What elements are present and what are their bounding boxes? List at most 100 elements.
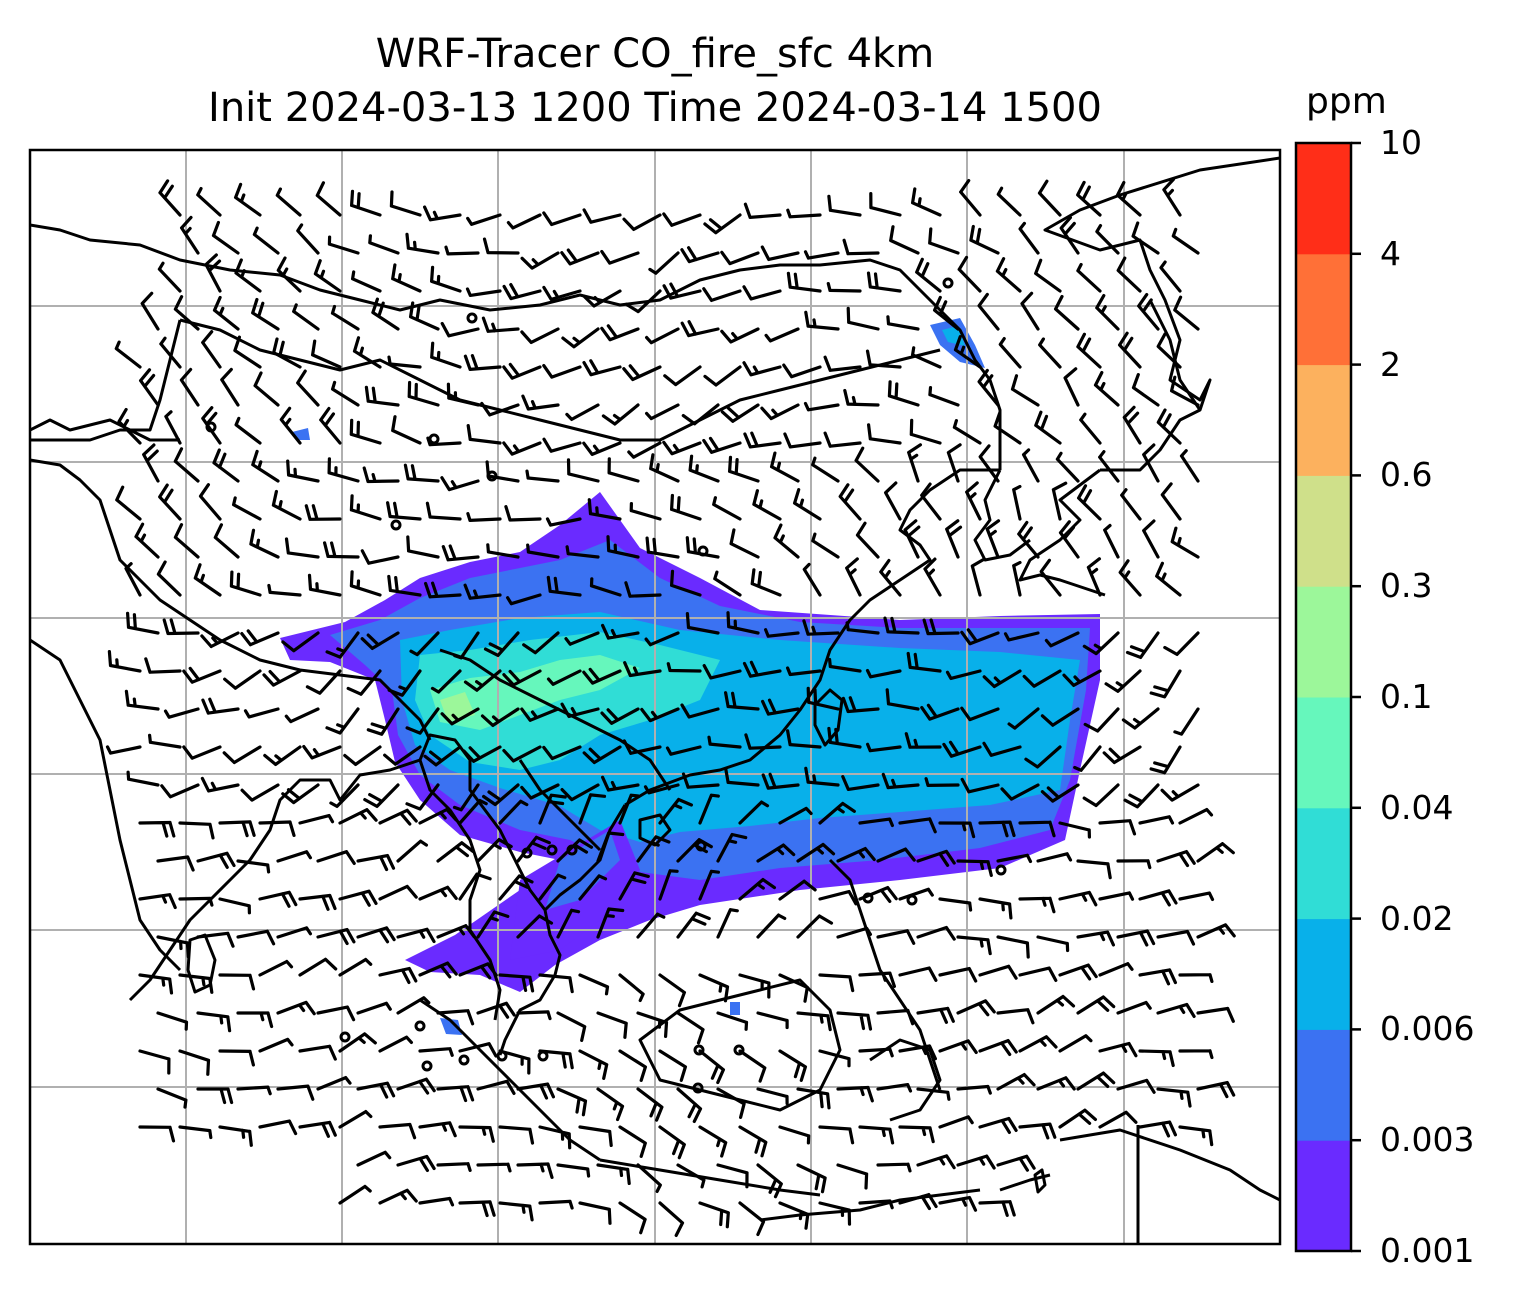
wind-barb <box>1103 523 1120 559</box>
wind-barb <box>1122 405 1142 445</box>
wind-barb <box>618 1125 647 1158</box>
wind-barb <box>643 783 680 795</box>
wind-barb <box>164 410 182 445</box>
wind-barb <box>276 256 302 293</box>
wind-barb <box>1076 332 1102 369</box>
wind-barb <box>601 775 640 792</box>
wind-barb <box>996 935 1030 959</box>
wind-barb <box>858 886 898 903</box>
wind-barb <box>236 929 276 946</box>
wind-barb <box>802 562 822 597</box>
wind-barb <box>685 612 720 635</box>
wind-barb <box>343 745 382 766</box>
wind-barb <box>782 363 822 379</box>
wind-barb <box>969 224 1000 255</box>
wind-barb <box>680 246 720 264</box>
wind-barb <box>636 912 666 939</box>
wind-barb <box>251 297 280 331</box>
wind-barb <box>405 783 440 811</box>
wind-barb <box>156 1087 188 1109</box>
wind-barb <box>761 772 800 790</box>
wind-barb <box>627 441 662 459</box>
wind-barb <box>452 783 480 812</box>
wind-barb <box>233 335 262 369</box>
wind-barb <box>1178 891 1215 901</box>
wind-barb <box>640 707 680 723</box>
map-title-line1: WRF-Tracer CO_fire_sfc 4km <box>375 31 935 77</box>
wind-barb <box>624 289 662 314</box>
wind-barb <box>436 924 476 939</box>
wind-barb <box>1142 443 1160 483</box>
wind-barb <box>315 181 342 217</box>
wind-barb <box>618 1201 647 1235</box>
wind-barb <box>724 691 760 711</box>
wind-barb <box>665 745 702 756</box>
wind-barb <box>1156 408 1182 445</box>
wind-barb <box>1138 1049 1175 1068</box>
wind-barb <box>498 874 534 901</box>
wind-barb <box>1018 820 1056 838</box>
wind-barb <box>858 817 894 828</box>
wind-barb <box>742 361 782 377</box>
wind-barb <box>234 258 262 293</box>
wind-barb <box>316 1076 352 1091</box>
wind-barb <box>325 707 360 735</box>
wind-barb <box>756 913 787 939</box>
wind-barb <box>281 783 320 805</box>
colorbar-tick-label: 0.3 <box>1380 566 1433 606</box>
wind-barb <box>904 732 942 749</box>
wind-barb <box>1098 1041 1138 1058</box>
wind-barb <box>262 669 302 687</box>
wind-barb <box>516 835 551 863</box>
wind-barb <box>173 295 200 331</box>
wind-barb <box>916 1154 956 1170</box>
wind-barb <box>502 745 542 763</box>
wind-barb <box>502 362 542 380</box>
wind-barb <box>836 847 876 863</box>
wind-barb <box>444 245 480 256</box>
wind-barb <box>681 403 720 426</box>
wind-barb <box>956 859 993 877</box>
wind-barb <box>1051 481 1068 521</box>
border-caspian-east <box>30 458 301 672</box>
wind-barb <box>826 282 862 293</box>
wind-barb <box>561 327 600 349</box>
wind-barb <box>196 851 236 869</box>
wind-barb <box>424 581 462 599</box>
wind-barb <box>698 869 720 901</box>
wind-barb <box>738 1125 768 1158</box>
wind-barb <box>978 820 1016 838</box>
wind-barb <box>582 745 622 765</box>
wind-barb <box>770 451 800 483</box>
colorbar-unit-label: ppm <box>1306 81 1387 122</box>
colorbar-tick-label: 4 <box>1380 233 1401 273</box>
wind-barb <box>378 966 418 984</box>
wind-barb <box>658 797 693 825</box>
wind-barb <box>476 1079 516 1095</box>
wind-barb <box>1116 929 1156 947</box>
wind-barb <box>363 783 400 808</box>
wind-barb <box>1098 962 1134 977</box>
wind-barb <box>178 896 214 907</box>
wind-barb <box>587 498 622 521</box>
wind-barb <box>1120 488 1142 521</box>
wind-barb <box>1076 180 1102 217</box>
wind-barb <box>162 618 200 636</box>
colorbar-tick-label: 0.02 <box>1380 898 1454 938</box>
wind-barb <box>876 1083 913 1093</box>
wind-barb <box>952 419 982 445</box>
wind-barb <box>396 1077 436 1095</box>
wind-barb <box>156 1011 189 1031</box>
wind-barb <box>596 1087 625 1122</box>
wind-barb <box>743 202 782 219</box>
wind-barb <box>327 457 360 483</box>
colorbar-tick-label: 0.006 <box>1380 1009 1475 1049</box>
wind-barb <box>876 1008 915 1026</box>
colorbar-tick-label: 0.04 <box>1380 787 1454 827</box>
wind-barb <box>258 890 298 908</box>
wind-barb <box>349 570 382 597</box>
wind-barb <box>311 339 342 369</box>
wind-barb <box>738 973 771 999</box>
wind-barb <box>173 523 200 559</box>
